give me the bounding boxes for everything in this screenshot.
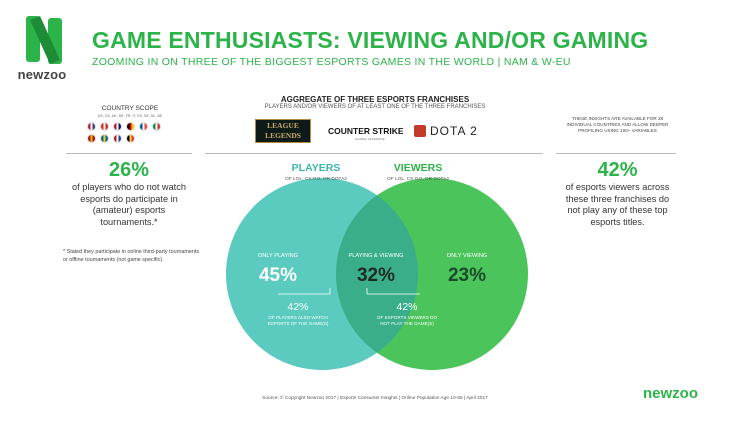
- flag-icon: [100, 134, 109, 143]
- country-flags: [87, 122, 167, 143]
- players-set-sublabel: OF LOL, CS:GO, OR DOTA2: [285, 176, 347, 182]
- flag-icon: [152, 122, 161, 131]
- left-stat-footnote: * Stated they participate in online thir…: [63, 249, 200, 263]
- aggregate-subtitle: PLAYERS AND/OR VIEWERS OF AT LEAST ONE O…: [264, 104, 486, 110]
- flag-icon: [87, 122, 96, 131]
- lol-logo-line2: LEGENDS: [265, 131, 301, 140]
- right-stat-value: 42%: [597, 159, 638, 181]
- insights-note: THESE INSIGHTS ARE AVAILABLE FOR 28 INDI…: [566, 116, 669, 133]
- lol-logo-line1: LEAGUE: [267, 121, 299, 130]
- players-sub-text-line2: ESPORTS OF THE GAME(S): [268, 321, 329, 326]
- flag-icon: [139, 122, 148, 131]
- footer-logo: newzoo: [643, 385, 698, 402]
- page-title: GAME ENTHUSIASTS: VIEWING AND/OR GAMING: [92, 27, 649, 53]
- flag-icon: [100, 122, 109, 131]
- country-scope-title: COUNTRY SCOPE: [101, 105, 159, 112]
- only-playing-label: ONLY PLAYING: [258, 253, 298, 259]
- flag-icon: [113, 122, 122, 131]
- viewers-set-sublabel: OF LOL, CS:GO, OR DOTA2: [387, 176, 449, 182]
- only-viewing-label: ONLY VIEWING: [447, 253, 488, 259]
- flag-icon: [126, 122, 135, 131]
- counter-strike-logo-sub: GLOBAL OFFENSIVE: [355, 137, 385, 141]
- playing-viewing-label: PLAYING & VIEWING: [349, 253, 404, 259]
- flag-icon: [113, 134, 122, 143]
- overlap-region: [336, 178, 418, 370]
- left-stat-text: of players who do not watch esports do p…: [72, 182, 186, 227]
- players-set-label: PLAYERS: [292, 162, 341, 174]
- country-scope-codes: US, CA, UK, DE, FR, IT, ES, SE, NL, BE: [97, 114, 163, 118]
- players-sub-text-line1: OF PLAYERS ALSO WATCH: [268, 315, 327, 320]
- viewers-sub-text-line2: NOT PLAY THE GAME(S): [380, 321, 434, 326]
- source-note: Source: © Copyright Newzoo 2017 | Esport…: [262, 396, 488, 401]
- flag-icon: [87, 134, 96, 143]
- viewers-sub-value: 42%: [396, 301, 417, 313]
- aggregate-title: AGGREGATE OF THREE ESPORTS FRANCHISES: [280, 95, 470, 104]
- right-stat-text: of esports viewers across these three fr…: [565, 182, 670, 227]
- playing-viewing-value: 32%: [357, 265, 395, 286]
- left-stat-value: 26%: [108, 159, 150, 181]
- viewers-set-label: VIEWERS: [394, 162, 442, 174]
- dota-icon: [414, 125, 426, 137]
- newzoo-logo-icon: [26, 16, 62, 64]
- left-divider: [66, 153, 192, 154]
- viewers-sub-text-line1: OF ESPORTS VIEWERS DO: [377, 315, 438, 320]
- players-sub-value: 42%: [287, 301, 308, 313]
- flag-icon: [126, 134, 135, 143]
- league-of-legends-logo: LEAGUE LEGENDS: [255, 119, 311, 143]
- counter-strike-logo: COUNTER STRIKE: [328, 126, 404, 136]
- dota-2-logo: DOTA 2: [430, 124, 478, 138]
- logo-wordmark: newzoo: [17, 67, 67, 82]
- only-viewing-value: 23%: [448, 265, 486, 286]
- only-playing-value: 45%: [259, 265, 297, 286]
- page-subtitle: ZOOMING IN ON THREE OF THE BIGGEST ESPOR…: [92, 56, 571, 68]
- right-divider: [556, 153, 676, 154]
- center-divider: [205, 153, 543, 154]
